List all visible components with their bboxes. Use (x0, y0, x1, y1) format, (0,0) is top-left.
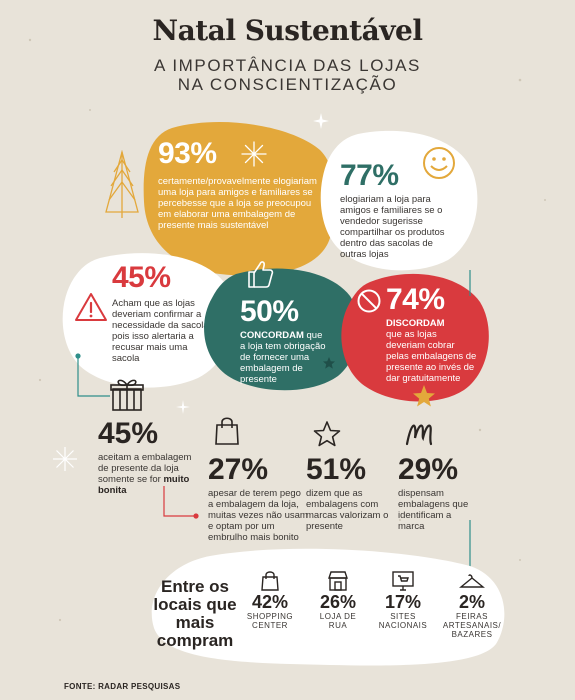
hanger-icon (459, 574, 485, 588)
stat-74-value: 74% (386, 283, 445, 316)
blob-93 (143, 122, 336, 276)
stat-27-value: 27% (208, 453, 269, 486)
gift-icon (110, 379, 144, 411)
snowflake-outline-icon (53, 447, 77, 471)
thumbs-up-icon (248, 261, 274, 288)
stat-74-label: DISCORDAM (386, 318, 445, 329)
location-item: 17% SITES NACIONAIS (374, 570, 432, 630)
location-label: SHOPPING CENTER (246, 612, 294, 630)
stat-51-text: dizem que as embalagens com marcas valor… (306, 488, 389, 532)
computer-cart-icon (392, 571, 414, 591)
location-value: 2% (458, 592, 485, 612)
gold-star-icon (413, 385, 435, 407)
location-label: SITES NACIONAIS (378, 612, 428, 630)
stat-77-text: elogiariam a loja para amigos e familiar… (340, 194, 445, 260)
star-outline-icon (313, 421, 341, 447)
stat-93-value: 93% (158, 137, 217, 170)
page-title: Natal Sustentável (152, 14, 423, 47)
shopping-bag-outline-icon (215, 417, 239, 445)
snowflake-icon (241, 141, 267, 167)
small-sparkle-icon (176, 400, 190, 414)
prohibited-icon (357, 289, 381, 313)
stat-29-text: dispensam embalagens que identificam a m… (398, 488, 469, 532)
stat-77-value: 77% (340, 159, 399, 192)
stat-50-text: CONCORDAM que a loja tem obrigação de fo… (240, 330, 330, 385)
sparkle-icon (313, 113, 329, 129)
blob-45a (62, 253, 234, 388)
locations-blob (151, 548, 505, 666)
small-star-icon (323, 357, 335, 369)
stat-45a-text: Acham que as lojas deveriam confirmar a … (112, 298, 212, 364)
smiley-icon (423, 147, 455, 179)
stat-51-value: 51% (306, 453, 367, 486)
warning-icon (75, 293, 107, 321)
locations-heading: Entre os locais que mais compram (153, 577, 237, 650)
subtitle-line-1: A IMPORTÂNCIA DAS LOJAS (154, 56, 421, 75)
brand-logo-icon (405, 424, 433, 446)
location-item: 26% LOJA DE RUA (312, 570, 364, 630)
stat-74-text: DISCORDAM que as lojas deveriam cobrar p… (386, 318, 478, 384)
stat-29-value: 29% (398, 453, 459, 486)
stat-50-value: 50% (240, 295, 299, 328)
source-credit: FONTE: RADAR PESQUISAS (64, 682, 181, 691)
stat-45b-desc: aceitam a embalagem de presente da loja … (98, 452, 192, 485)
blob-77 (320, 130, 478, 271)
stat-27-text: apesar de terem pego a embalagem da loja… (208, 488, 308, 543)
storefront-icon (328, 571, 348, 591)
stat-50-label: CONCORDAM (240, 330, 304, 341)
location-item: 42% SHOPPING CENTER (244, 570, 296, 630)
page-subtitle: A IMPORTÂNCIA DAS LOJAS NA CONSCIENTIZAÇ… (0, 56, 575, 94)
stat-93-text: certamente/provavelmente elogiariam uma … (158, 176, 317, 231)
stat-45a-value: 45% (112, 261, 171, 294)
stat-45b-text: aceitam a embalagem de presente da loja … (98, 452, 194, 496)
subtitle-line-2: NA CONSCIENTIZAÇÃO (177, 75, 398, 94)
christmas-tree-icon (105, 150, 139, 218)
stat-74-desc: que as lojas deveriam cobrar pelas embal… (386, 329, 477, 384)
blob-50 (204, 268, 360, 391)
location-value: 42% (251, 592, 289, 612)
stat-45b-value: 45% (98, 417, 159, 450)
stat-50-desc: que a loja tem obrigação de fornecer uma… (240, 330, 326, 385)
location-label: FEIRAS ARTESANAIS/ BAZARES (442, 612, 502, 639)
location-value: 26% (319, 592, 357, 612)
location-item: 2% FEIRAS ARTESANAIS/ BAZARES (440, 570, 504, 639)
location-label: LOJA DE RUA (319, 612, 357, 630)
location-value: 17% (384, 592, 422, 612)
shopping-bag-icon (261, 571, 279, 591)
stat-45b-bold: muito bonita (98, 474, 190, 496)
